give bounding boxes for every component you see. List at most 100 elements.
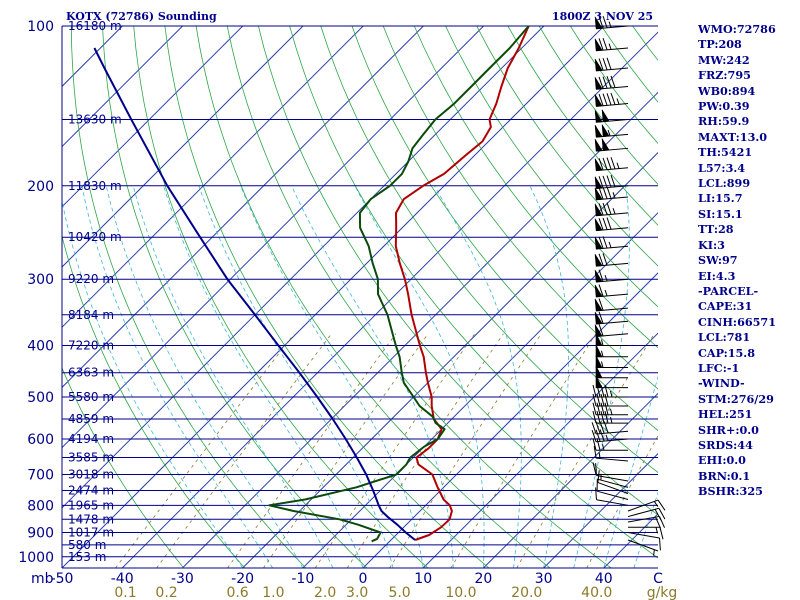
moist-adiabat-line — [198, 185, 394, 568]
index-item: -PARCEL- — [698, 283, 759, 298]
wind-barb — [595, 333, 628, 347]
mixing-ratio-line — [263, 333, 429, 568]
wind-barb — [594, 284, 629, 298]
isobar-lines — [62, 25, 658, 569]
moist-adiabat-line — [163, 185, 364, 568]
pressure-tick-label: 100 — [27, 19, 54, 35]
wind-axis-end-label: C — [653, 571, 663, 587]
height-label: 16180 m — [68, 19, 122, 33]
wind-barb — [627, 515, 666, 529]
dry-adiabat-line — [226, 26, 612, 568]
moist-adiabat-line — [105, 185, 304, 568]
index-item: LI:15.7 — [698, 191, 743, 206]
isotherm-line — [62, 26, 63, 27]
index-item: FRZ:795 — [698, 68, 751, 83]
wind-barb — [592, 462, 628, 476]
index-item: MW:242 — [698, 52, 750, 67]
height-label: 11830 m — [68, 179, 122, 193]
dry-adiabat-line — [195, 26, 551, 568]
moist-adiabat-line — [633, 491, 658, 568]
height-label: 6363 m — [68, 366, 114, 380]
wind-barb — [594, 37, 629, 52]
mixing-ratio-line — [314, 333, 476, 568]
pressure-tick-label: 200 — [27, 179, 54, 195]
isotherm-line — [62, 26, 605, 568]
mixing-ratio-line — [586, 434, 658, 568]
isotherm-line — [62, 26, 364, 328]
temperature-tick-label: -10 — [291, 571, 314, 587]
moist-adiabat-line — [603, 375, 658, 568]
parcel-path — [93, 47, 416, 541]
index-item: BRN:0.1 — [698, 468, 751, 483]
pressure-tick-label: 1000 — [18, 550, 54, 566]
dry-adiabat-line — [70, 26, 307, 568]
pressure-tick-label: 700 — [27, 468, 54, 484]
wind-barb — [627, 539, 659, 556]
isotherm-line — [543, 452, 658, 568]
index-item: SHR+:0.0 — [698, 422, 759, 437]
isotherm-line — [62, 26, 244, 208]
wind-barb — [591, 421, 629, 435]
dewpoint-profile — [268, 26, 530, 543]
mixing-ratio-line — [389, 333, 542, 568]
isotherm-line — [0, 26, 2, 568]
index-item: TH:5421 — [698, 145, 753, 160]
sounding-time: 1800Z 3 NOV 25 — [552, 10, 653, 23]
mixing-ratio-line — [156, 333, 332, 568]
wind-barb — [592, 402, 628, 416]
index-item: EHI:0.0 — [698, 453, 746, 468]
wind-barb — [594, 324, 629, 338]
wind-barb — [595, 365, 628, 379]
moist-adiabat-line — [434, 185, 522, 568]
sounding-profiles — [93, 26, 530, 543]
temperature-tick-label: -40 — [111, 571, 134, 587]
isotherm-line — [62, 26, 304, 268]
dry-adiabat-line — [382, 26, 658, 390]
isotherm-line — [483, 392, 658, 568]
dry-adiabat-line — [413, 26, 658, 349]
pressure-tick-label: 400 — [27, 339, 54, 355]
wind-barb — [595, 463, 629, 482]
dry-adiabat-line — [102, 26, 368, 568]
temperature-tick-label: -50 — [51, 571, 74, 587]
height-label: 2474 m — [68, 483, 114, 497]
mixing-ratio-label: 20.0 — [511, 585, 542, 600]
isotherm-line — [242, 151, 658, 568]
mixing-ratio-line — [516, 333, 655, 568]
wind-barb — [594, 311, 629, 325]
axis-labels: 16180 m 13630 m 11830 m 10420 m 9220 m 8184 m… — [18, 19, 677, 600]
index-item: CAP:15.8 — [698, 345, 755, 360]
mixing-ratio-label: 40.0 — [581, 585, 612, 600]
pressure-tick-label: 300 — [27, 272, 54, 288]
index-item: SRDS:44 — [698, 437, 753, 452]
index-item: TT:28 — [698, 222, 734, 237]
wind-barb — [594, 175, 629, 190]
isotherm-line — [422, 332, 658, 568]
wind-barb — [627, 531, 661, 551]
temperature-tick-label: -20 — [231, 571, 254, 587]
moist-adiabat-line — [81, 185, 274, 568]
dry-adiabat-line — [133, 26, 429, 568]
index-item: HEL:251 — [698, 407, 753, 422]
pressure-tick-label: 800 — [27, 498, 54, 514]
temperature-tick-label: 0 — [359, 571, 368, 587]
wind-barb — [595, 344, 628, 358]
moist-adiabat-line — [291, 185, 454, 568]
wind-barb — [594, 15, 629, 30]
index-item: EI:4.3 — [698, 268, 736, 283]
mixing-ratio-label: 5.0 — [388, 585, 410, 600]
mixing-ratio-line — [346, 333, 504, 568]
isotherm-line — [62, 26, 484, 449]
moist-adiabat-line — [529, 185, 569, 568]
pressure-tick-label: 600 — [27, 432, 54, 448]
temperature-tick-label: 40 — [595, 571, 613, 587]
index-item: -WIND- — [698, 376, 745, 391]
wind-barb — [593, 445, 629, 462]
isotherm-line — [62, 26, 545, 509]
height-label: 1478 m — [68, 512, 114, 526]
dry-adiabat-line — [289, 26, 658, 516]
height-label: 3585 m — [68, 450, 114, 464]
mixing-ratio-label: 0.2 — [155, 585, 177, 600]
height-label: 153 m — [68, 550, 106, 564]
